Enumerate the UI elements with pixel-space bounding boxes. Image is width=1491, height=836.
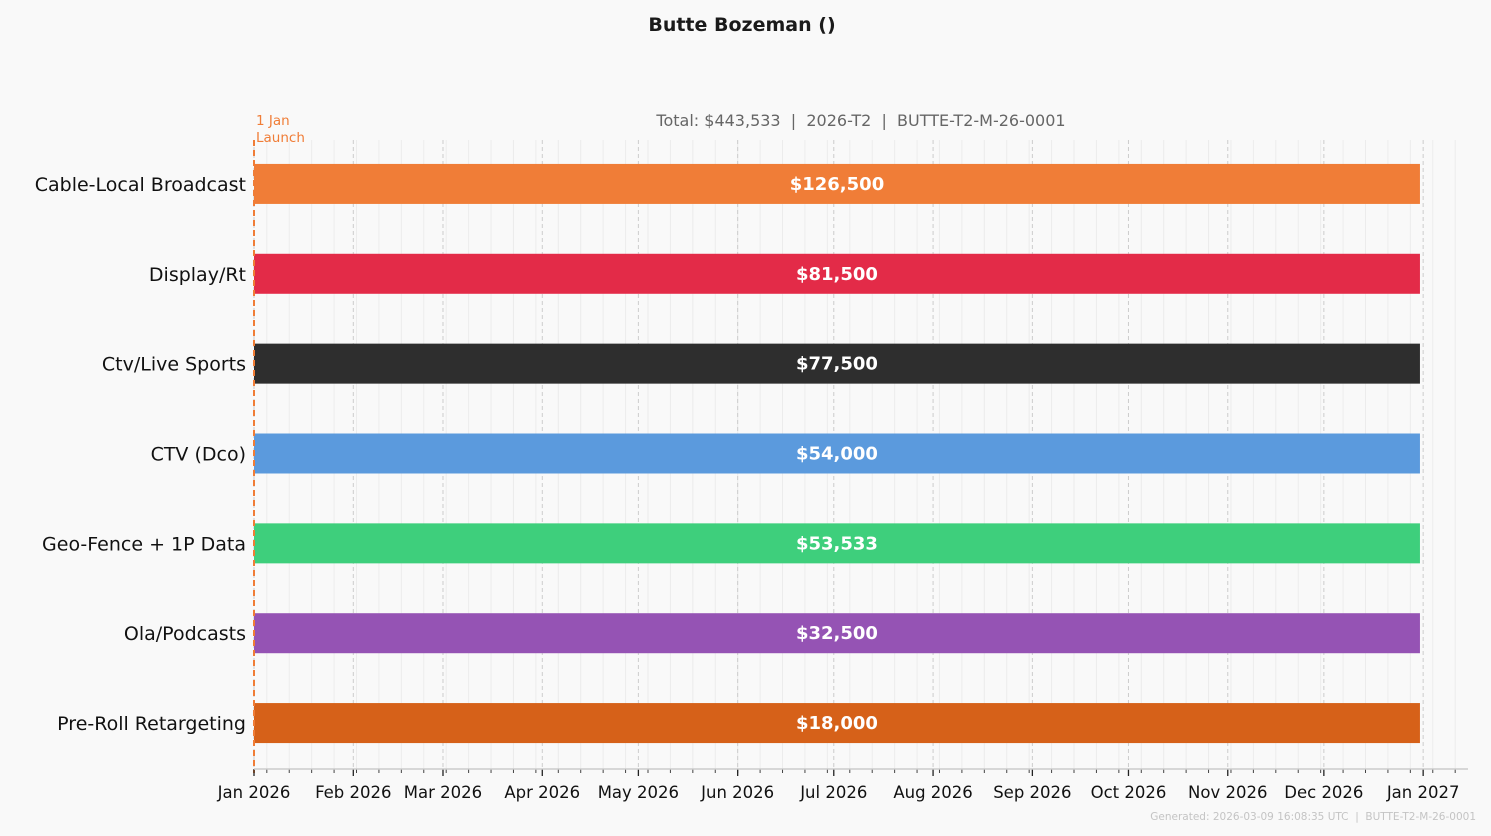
x-axis: Jan 2026 Feb 2026 Mar 2026 Apr 2026 May 2026… — [217, 768, 1468, 802]
chart-title: Butte Bozeman () — [648, 14, 835, 36]
category-label: Cable-Local Broadcast — [35, 174, 246, 196]
x-tick-label: Jan 2026 — [217, 783, 291, 802]
bar — [254, 613, 1420, 654]
bar-value-label: $126,500 — [790, 174, 885, 195]
bar-value-label: $77,500 — [796, 354, 878, 375]
launch-label-text: Launch — [256, 130, 305, 146]
bar-value-label: $32,500 — [796, 623, 878, 644]
launch-marker: 1 Jan Launch — [253, 113, 305, 773]
x-tick-label: Jun 2026 — [700, 783, 774, 802]
category-label: Ola/Podcasts — [124, 623, 246, 645]
bar — [254, 163, 1420, 204]
category-label: CTV (Dco) — [151, 444, 246, 466]
x-tick-label: Nov 2026 — [1188, 783, 1267, 802]
x-tick-label: Aug 2026 — [893, 783, 972, 802]
bar-value-label: $81,500 — [796, 264, 878, 285]
chart-subtitle: Total: $443,533 | 2026-T2 | BUTTE-T2-M-2… — [655, 111, 1065, 130]
x-tick-label: Apr 2026 — [504, 783, 580, 802]
bar-value-label: $53,533 — [796, 533, 878, 554]
category-label: Geo-Fence + 1P Data — [42, 533, 246, 555]
bar — [254, 253, 1420, 294]
x-tick-label: Feb 2026 — [315, 783, 391, 802]
x-tick-label: Jan 2027 — [1386, 783, 1460, 802]
bar — [254, 433, 1420, 474]
x-tick-label: Jul 2026 — [799, 783, 867, 802]
x-tick-label: Sep 2026 — [993, 783, 1071, 802]
x-tick-label: Dec 2026 — [1284, 783, 1363, 802]
bar-value-label: $54,000 — [796, 444, 878, 465]
category-label: Ctv/Live Sports — [102, 354, 246, 376]
bars: $126,500 $81,500 $77,500 $54,000 $53,533 $32,… — [254, 163, 1420, 744]
category-label: Pre-Roll Retargeting — [57, 713, 246, 735]
x-tick-label: Mar 2026 — [404, 783, 482, 802]
category-label: Display/Rt — [149, 264, 246, 286]
bar — [254, 523, 1420, 564]
launch-label-date: 1 Jan — [256, 113, 290, 129]
category-labels: Cable-Local Broadcast Display/Rt Ctv/Live … — [35, 174, 246, 735]
x-tick-label: May 2026 — [598, 783, 679, 802]
x-tick-label: Oct 2026 — [1091, 783, 1167, 802]
bar-value-label: $18,000 — [796, 713, 878, 734]
bar — [254, 343, 1420, 384]
footer-text: Generated: 2026-03-09 16:08:35 UTC | BUT… — [1150, 811, 1476, 823]
bar — [254, 703, 1420, 744]
